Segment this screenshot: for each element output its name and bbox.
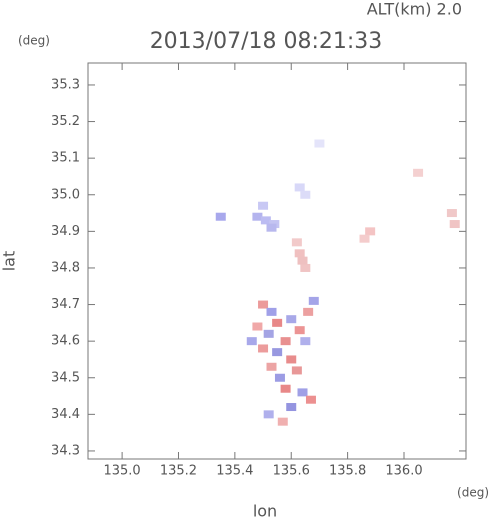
x-tick-label: 135.6	[273, 464, 310, 479]
y-tick-label: 35.3	[51, 77, 80, 92]
chart-title: 2013/07/18 08:21:33	[150, 29, 383, 54]
radar-cell	[300, 190, 311, 199]
radar-cell	[266, 362, 277, 371]
radar-cell	[266, 223, 277, 232]
y-tick-label: 35.1	[51, 151, 80, 166]
radar-cell	[294, 183, 305, 192]
radar-cell	[246, 337, 257, 346]
radar-cell	[286, 355, 297, 364]
y-tick-label: 34.7	[51, 297, 80, 312]
radar-cell	[286, 315, 297, 324]
radar-cell	[297, 256, 308, 265]
radar-cell	[266, 307, 277, 316]
radar-cell	[305, 395, 316, 404]
radar-cell	[294, 249, 305, 258]
radar-cell	[258, 201, 269, 210]
radar-cell	[252, 322, 263, 331]
x-axis-label: lon	[253, 502, 277, 521]
radar-cell	[308, 296, 319, 305]
radar-cell	[277, 417, 288, 426]
radar-cell	[280, 337, 291, 346]
y-tick-label: 34.8	[51, 260, 80, 275]
radar-cell	[300, 337, 311, 346]
plot-frame	[87, 62, 467, 460]
y-tick-label: 35.2	[51, 114, 80, 129]
altitude-label: ALT(km) 2.0	[367, 0, 462, 19]
radar-cell	[291, 238, 302, 247]
y-unit: (deg)	[18, 34, 50, 48]
radar-cell	[294, 326, 305, 335]
radar-cell	[291, 366, 302, 375]
y-axis-label: lat	[0, 251, 19, 272]
x-tick-label: 135.0	[103, 464, 140, 479]
radar-cell	[274, 373, 285, 382]
y-tick-label: 34.6	[51, 334, 80, 349]
radar-cell	[303, 307, 314, 316]
x-tick-label: 136.0	[385, 464, 422, 479]
radar-cell	[215, 212, 226, 221]
radar-cell	[263, 329, 274, 338]
x-unit: (deg)	[457, 486, 489, 500]
x-tick-label: 135.8	[329, 464, 366, 479]
radar-cell	[446, 209, 457, 218]
radar-cell	[286, 403, 297, 412]
radar-cell	[449, 220, 460, 229]
x-tick-label: 135.2	[160, 464, 197, 479]
radar-cell	[314, 139, 325, 148]
radar-cell	[300, 263, 311, 272]
radar-cell	[280, 384, 291, 393]
y-tick-label: 34.9	[51, 224, 80, 239]
radar-cell	[272, 348, 283, 357]
radar-cell	[260, 216, 271, 225]
radar-cell	[258, 300, 269, 309]
radar-cell	[359, 234, 370, 243]
radar-cell	[413, 168, 424, 177]
x-tick-label: 135.4	[216, 464, 253, 479]
radar-cell	[258, 344, 269, 353]
radar-cell	[297, 388, 308, 397]
y-tick-label: 34.4	[51, 407, 80, 422]
y-tick-label: 34.5	[51, 370, 80, 385]
radar-cell	[272, 318, 283, 327]
radar-cell	[365, 227, 376, 236]
y-tick-label: 35.0	[51, 187, 80, 202]
radar-cell	[263, 410, 274, 419]
radar-cell	[252, 212, 263, 221]
y-tick-label: 34.3	[51, 443, 80, 458]
